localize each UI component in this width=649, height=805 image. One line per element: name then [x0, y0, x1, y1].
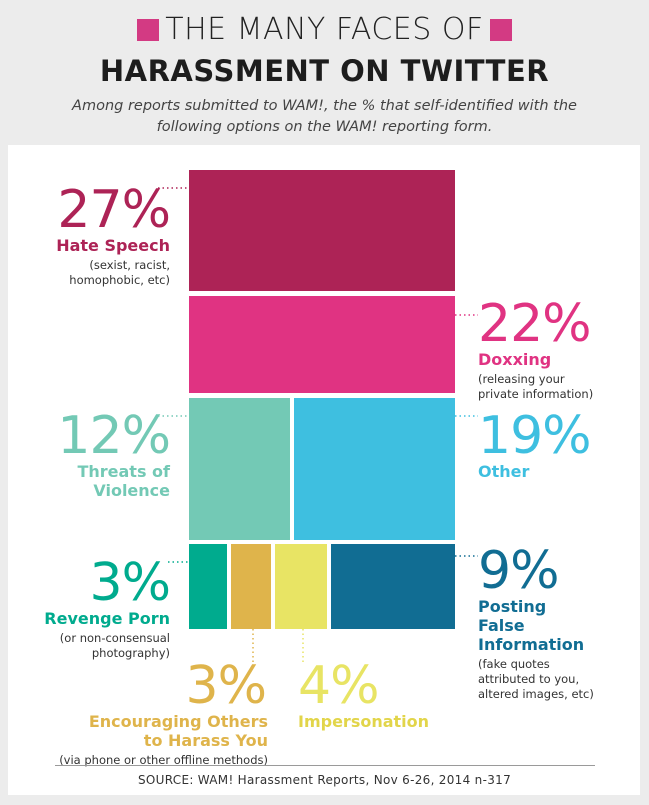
category-label: Hate Speech: [56, 236, 170, 255]
footer-divider: [55, 765, 595, 766]
category-label: Encouraging Others to Harass You: [88, 712, 268, 750]
treemap-block-threats-of-violence: [189, 398, 290, 540]
pink-square-icon: [137, 19, 160, 41]
pink-square-icon: [489, 19, 512, 41]
category-label: Impersonation: [298, 712, 430, 731]
value-label: 9%: [478, 541, 560, 601]
title-line-1: THE MANY FACES OF: [0, 12, 649, 47]
treemap-block-doxxing: [189, 296, 455, 393]
title-line-1-text: THE MANY FACES OF: [165, 12, 484, 47]
category-note: (sexist, racist, homophobic, etc): [69, 258, 170, 287]
label-other: 19% Other: [478, 410, 628, 481]
value-label: 22%: [478, 294, 592, 354]
treemap-block-hate-speech: [189, 170, 455, 291]
label-encouraging-others: 3% Encouraging Others to Harass You (via…: [40, 660, 268, 768]
source-note: SOURCE: WAM! Harassment Reports, Nov 6-2…: [137, 773, 512, 787]
treemap-block-revenge-porn: [189, 544, 227, 629]
value-label: 12%: [57, 406, 171, 466]
label-doxxing: 22% Doxxing (releasing your private info…: [478, 298, 628, 402]
category-note: (fake quotes attributed to you, altered …: [478, 657, 594, 701]
category-note: (or non-consensual photography): [59, 631, 170, 660]
category-label: Threats of Violence: [77, 462, 170, 500]
category-label: Other: [478, 462, 530, 481]
treemap-block-encouraging-others-to-harass-you: [231, 544, 271, 629]
title-line-2: HARASSMENT ON TWITTER: [99, 54, 550, 88]
label-threats-of-violence: 12% Threats of Violence: [40, 406, 171, 500]
treemap-block-other: [294, 398, 455, 540]
value-label: 3%: [89, 553, 172, 613]
treemap-block-posting-false-information: [331, 544, 455, 629]
label-posting-false-information: 9% Posting False Information (fake quote…: [478, 545, 628, 702]
value-label: 4%: [298, 656, 380, 716]
label-hate-speech: 27% Hate Speech (sexist, racist, homopho…: [30, 180, 171, 288]
treemap-block-impersonation: [275, 544, 327, 629]
category-note: (releasing your private information): [478, 372, 594, 401]
label-revenge-porn: 3% Revenge Porn (or non-consensual photo…: [30, 553, 172, 661]
value-label: 27%: [57, 180, 171, 240]
category-label: Posting False Information: [478, 597, 585, 654]
value-label: 3%: [185, 656, 268, 716]
label-impersonation: 4% Impersonation: [298, 660, 438, 731]
category-label: Revenge Porn: [44, 609, 170, 628]
value-label: 19%: [478, 406, 592, 466]
category-label: Doxxing: [478, 350, 552, 369]
subtitle: Among reports submitted to WAM!, the % t…: [72, 98, 577, 135]
category-note: (via phone or other offline methods): [59, 753, 268, 767]
